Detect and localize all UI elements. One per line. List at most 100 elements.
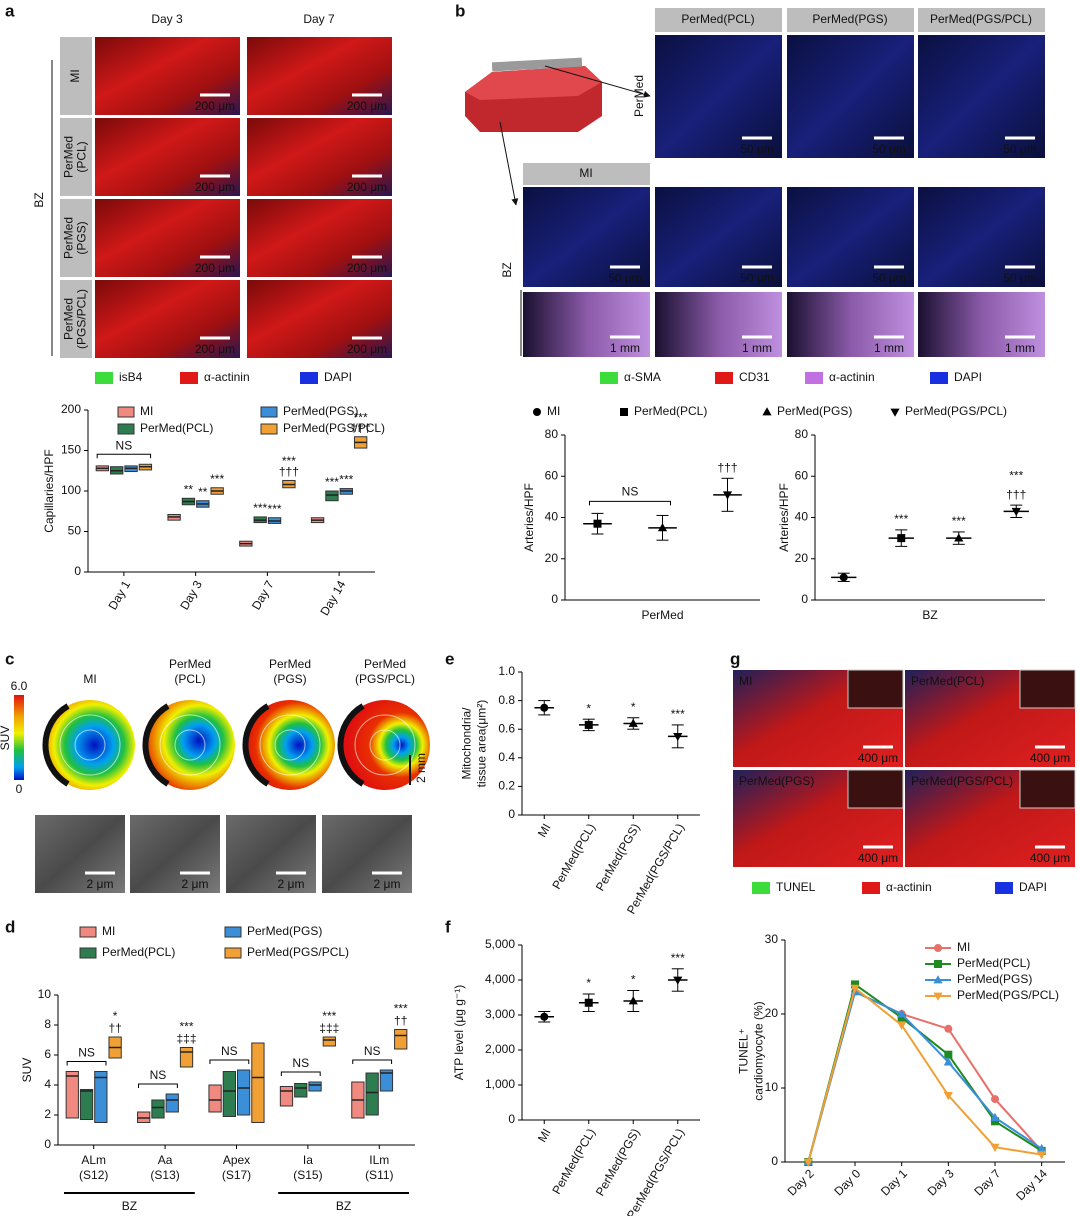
x-tick-label: ILm [369,1153,389,1167]
y-tick-label: 50 [68,524,82,538]
data-point [943,1092,953,1101]
data-point [657,523,668,532]
micrograph [655,35,782,158]
group-label: BZ [122,1199,137,1213]
legend-marker [533,408,541,416]
micrograph [523,187,650,287]
region-label: BZ [32,192,46,207]
polar-grid [159,714,221,776]
x-tick-label: Day 14 [317,578,348,618]
bracket [280,1071,321,1076]
y-tick-label: 0.6 [498,721,515,735]
legend-label: MI [957,940,970,954]
box [365,1072,379,1116]
panel-letter: c [5,649,14,668]
column-header: PerMed [269,657,311,671]
significance: ††† [279,465,299,479]
annotation: NS [622,485,639,499]
y-tick-label: 40 [545,510,559,524]
legend-swatch [260,406,278,418]
row-label: BZ [500,262,514,277]
micrograph [322,815,412,893]
colorbar-max: 6.0 [11,679,28,693]
row-label: PerMed [632,75,646,117]
scale-label: 1 mm [610,341,640,355]
annotation: NS [78,1046,95,1060]
data-point [851,980,859,989]
data-point [628,718,638,727]
scale-label: 50 μm [872,142,906,156]
x-tick-label: Day 3 [925,1166,957,1198]
scale-label: 1 mm [1005,341,1035,355]
annotation: NS [150,1068,167,1082]
scale-label: 200 μm [347,180,387,194]
y-axis-label: Arteries/HPF [777,483,791,552]
significance: *** [671,951,685,965]
y-axis-label: Arteries/HPF [522,483,536,552]
significance: *** [1009,468,1023,482]
data-point [673,976,683,985]
data-point [673,732,683,742]
scale-label: 50 μm [1003,271,1037,285]
data-point [897,1021,907,1030]
significance: * [586,976,591,990]
x-tick-label: MI [535,1126,554,1145]
legend-label: PerMed(PGS/PCL) [283,421,385,435]
polar-map [145,700,235,790]
significance: ** [198,485,208,499]
row-header [60,280,92,358]
significance: *** [180,1019,194,1033]
significance: ‡‡‡ [177,1032,197,1046]
x-tick-label: Day 1 [878,1166,910,1198]
data-point [897,534,906,543]
significance: *** [282,454,296,468]
scale-label: 200 μm [195,180,235,194]
bracket [352,1059,393,1064]
scale-label: 50 μm [740,142,774,156]
box [308,1081,322,1092]
line [807,982,1043,1163]
box [379,1069,394,1092]
polar-grid [59,714,121,776]
polar-grid [74,729,106,761]
line [807,986,1042,1163]
line [807,990,1043,1163]
legend-marker [762,407,772,416]
legend-label: PerMed(PGS) [283,404,358,418]
micrograph [247,118,392,196]
box [322,1036,336,1047]
column-header: PerMed(PGS/PCL) [930,12,1032,26]
legend-label: TUNEL [776,880,816,894]
legend-label: PerMed(PGS/PCL) [957,988,1059,1002]
micrograph [918,187,1045,287]
column-header: PerMed [169,657,211,671]
image-label: PerMed(PGS) [739,774,814,788]
box [394,1029,408,1050]
x-tick-sublabel: (S15) [293,1168,322,1182]
significance: * [631,700,636,714]
scale-label: 2 μm [374,877,401,891]
significance: ** [184,482,194,496]
y-tick-label: 4 [44,1077,51,1091]
data-point [593,519,602,528]
y-axis-label: SUV [20,1058,34,1083]
y-tick-label: 60 [795,468,809,482]
x-tick-sublabel: (S11) [365,1168,393,1182]
legend-swatch [117,406,135,418]
legend-marker [890,408,900,417]
micrograph [655,187,782,287]
bracket [96,453,152,459]
y-tick-label: 80 [545,427,559,441]
column-header: (PCL) [174,672,205,686]
scale-label: 200 μm [347,342,387,356]
x-tick-label: Day 1 [105,578,133,612]
legend-swatch [995,882,1013,894]
legend-label: PerMed(PCL) [957,956,1030,970]
annotation: NS [364,1044,381,1058]
micrograph [95,199,240,277]
y-tick-label: 80 [795,427,809,441]
polar-grid [369,729,401,761]
image-label: PerMed(PCL) [911,674,984,688]
box [79,1089,94,1120]
legend-swatch [862,882,880,894]
